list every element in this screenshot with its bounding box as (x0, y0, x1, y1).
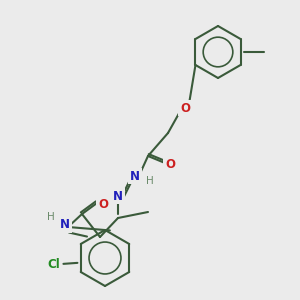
Text: H: H (146, 176, 154, 186)
Text: O: O (165, 158, 175, 172)
Text: N: N (130, 169, 140, 182)
Text: H: H (47, 212, 55, 222)
Text: N: N (113, 190, 123, 202)
Text: Cl: Cl (47, 258, 60, 272)
Text: N: N (60, 218, 70, 232)
Text: O: O (98, 199, 108, 212)
Text: O: O (180, 101, 190, 115)
